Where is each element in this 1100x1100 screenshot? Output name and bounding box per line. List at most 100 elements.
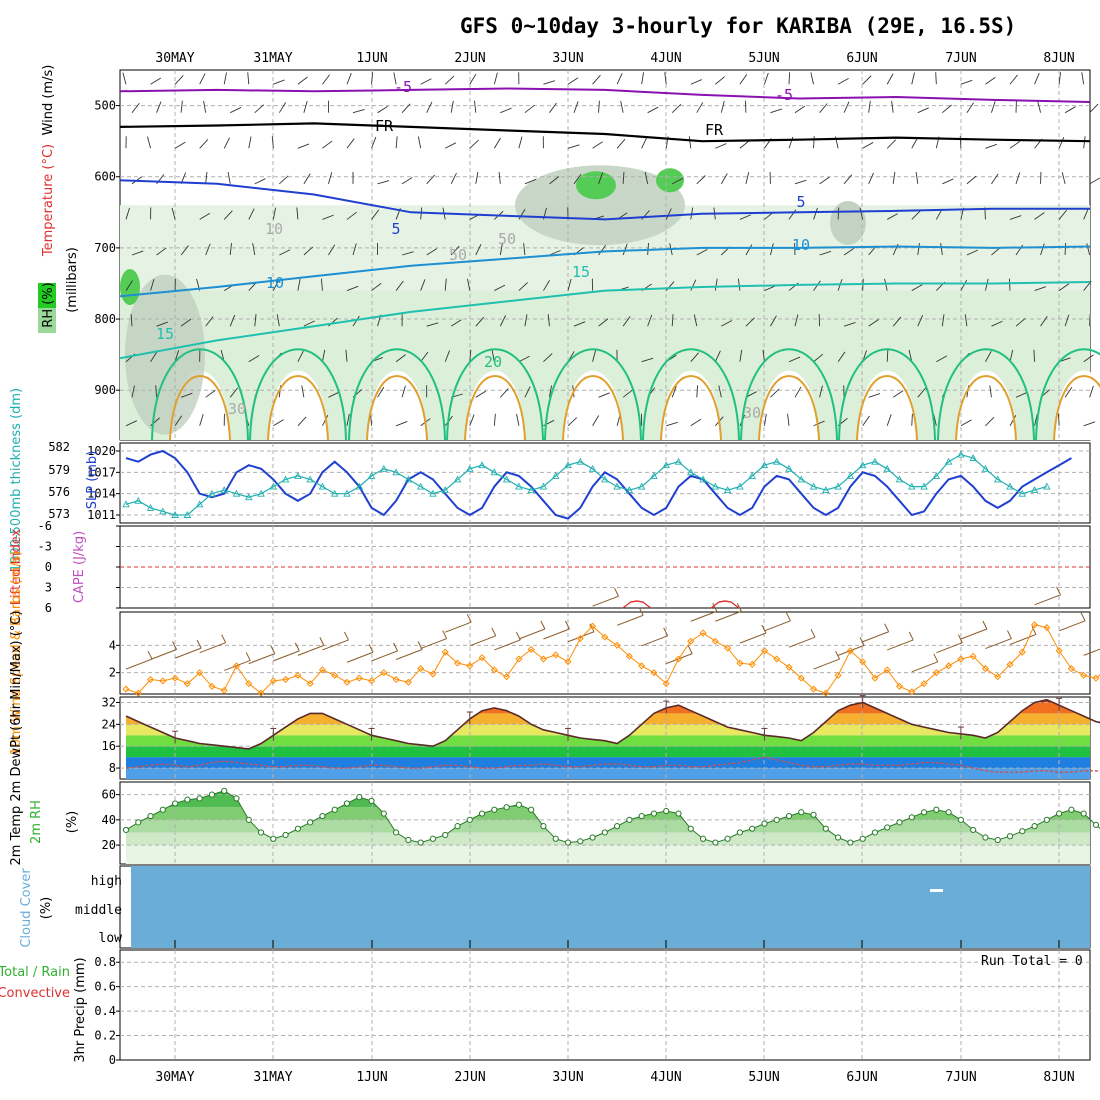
wind-barb [868,393,881,398]
wind10m-barb-tick [712,603,718,612]
wind10m-marker [245,680,253,688]
thickness-marker [969,454,977,462]
isotherm-20-arc [151,348,249,441]
wind-barb [696,248,708,256]
rh2m-marker [1043,816,1050,823]
rh2m-marker [552,835,559,842]
side-axis-label: SLP (mb) [85,451,100,510]
isotherm-20-arc [544,348,642,441]
wind-barb [690,418,702,427]
rh2m-marker [773,816,780,823]
rh2m-marker [257,829,265,836]
wind10m-barb-tick [761,624,767,634]
thickness-marker [416,482,425,490]
side-axis-label: Lifted Index [9,528,24,605]
wind-barb [395,280,404,291]
wind-barb [1040,243,1045,256]
precip-convective-label: Convective [0,986,70,1001]
wind-barb [494,284,506,291]
thickness-marker [551,471,560,479]
wind-barb [837,78,849,85]
chart-title: GFS 0~10day 3-hourly for KARIBA (29E, 16… [460,14,1016,38]
wind10m-marker [1031,621,1039,629]
wind-barb [696,175,706,185]
wind-barb [1058,413,1060,426]
thickness-marker [736,482,744,490]
wind-barb [714,278,718,291]
wind-barb [278,102,287,113]
rh2m-marker [896,819,903,826]
y-tick-label: 900 [94,383,116,397]
thickness-marker [441,486,449,494]
thickness-marker [981,464,990,472]
dewpt2m-line [125,756,1100,773]
thickness-marker [601,475,609,483]
wind-barb [328,172,333,184]
wind-barb [475,390,487,398]
wind10m-marker [232,662,241,670]
stability-panel: -6 -3 0 3 6 [38,519,1091,615]
wind-barb [1064,314,1070,327]
wind-barb [346,72,352,85]
wind-barb [1089,385,1094,398]
wind-barb [499,315,506,327]
wind10m-marker [945,662,953,670]
wind-barb [1009,74,1018,85]
wind10m-marker [822,689,830,697]
wind-barb [911,284,923,291]
wind-barb [444,350,450,362]
wind10m-barb [985,638,1012,650]
y-tick-label: 16 [102,739,116,753]
wind10m-barbs [125,586,1100,673]
contour-label: 50 [498,230,516,248]
side-axis-label: Temperature (°C) [41,144,56,257]
wind-barb [985,416,995,427]
wind10m-barb [788,636,816,648]
wind-barb [688,136,692,149]
contour-label: 50 [449,246,467,264]
wind-barb [297,416,307,427]
slp-panel: 1020 1017 1014 1011 582 579 576 573 [48,440,1091,524]
wind-barb [131,102,140,113]
wind-barb [199,139,209,149]
isotherm-25-arc [758,375,820,441]
thickness-marker [920,482,928,490]
top-day-label: 2JUN [454,51,485,66]
thickness-marker [490,468,499,476]
wind-barb [690,352,699,363]
wind-barb [666,421,678,427]
rh2m-marker [331,806,338,813]
wind10m-barb [837,644,865,656]
wind10m-marker [208,682,216,690]
wind-barb [303,173,311,185]
wind-barb [1058,137,1065,149]
y-tick-label: 0.8 [94,955,116,969]
precip-panel: 0.8 0.6 0.4 0.2 0 Run Total = 0 [94,949,1091,1067]
wind-barb [819,250,832,256]
wind10m-marker [490,666,498,674]
wind-barb [1040,315,1048,327]
rh2m-marker [638,812,645,820]
wind10m-marker [711,637,719,645]
rh2m-marker [122,826,130,834]
wind-barb [739,214,752,220]
cloud-level-label: middle [75,903,122,918]
wind10m-marker [883,666,891,674]
wind10m-marker [662,680,670,688]
wind-barb [205,243,211,256]
wind10m-panel: 42 [109,586,1100,697]
rh2m-marker [957,816,964,823]
wind-barb [641,357,654,363]
thickness-marker [539,482,548,490]
rh-dry-cell [465,370,525,440]
wind-barb [352,108,365,114]
y-tick-label: 800 [94,312,116,326]
wind10m-barb-tick [859,637,865,646]
wind-barb [911,413,913,426]
contour-label: -5 [394,78,412,96]
contour-label: 15 [156,325,174,343]
rh-dry-cell [1054,370,1100,440]
cloud-cover-fill [131,866,1090,948]
wind-barb [491,349,495,362]
wind-barb [991,173,999,185]
